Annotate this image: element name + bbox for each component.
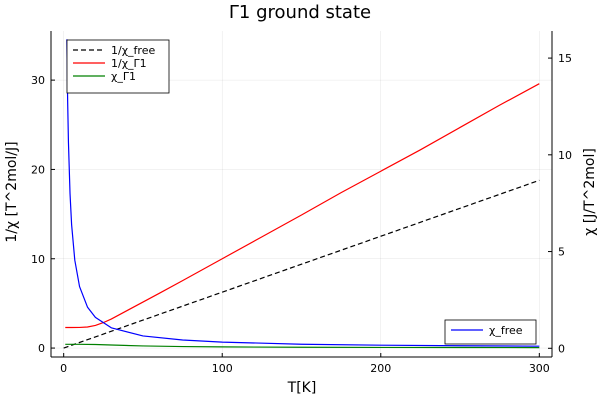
x-tick-label: 200 bbox=[370, 362, 391, 375]
y-left-tick-label: 10 bbox=[31, 253, 45, 266]
y-right-tick-label: 5 bbox=[558, 246, 565, 259]
y-right-tick-label: 10 bbox=[558, 149, 572, 162]
chart-title: Γ1 ground state bbox=[229, 2, 371, 23]
y-left-tick-label: 30 bbox=[31, 74, 45, 87]
y-axis-right-label: χ [J/T^2mol] bbox=[582, 148, 598, 236]
y-axis-left-label: 1/χ [T^2mol/J] bbox=[4, 141, 20, 242]
legend-left-entry-label: 1/χ_Γ1 bbox=[111, 57, 147, 70]
x-axis-label: T[K] bbox=[287, 380, 317, 396]
left-series-1 bbox=[65, 343, 540, 349]
legend-left-entry-label: 1/χ_free bbox=[111, 44, 155, 57]
x-tick-label: 0 bbox=[60, 362, 67, 375]
x-tick-label: 300 bbox=[529, 362, 550, 375]
legend-left-box bbox=[66, 39, 170, 94]
x-tick-label: 100 bbox=[212, 362, 233, 375]
legend-left-entry-label: χ_Γ1 bbox=[111, 70, 136, 83]
y-left-tick-label: 20 bbox=[31, 163, 45, 176]
y-right-tick-label: 0 bbox=[558, 342, 565, 355]
right-series-free bbox=[66, 39, 540, 347]
left-series-1-1 bbox=[65, 83, 540, 329]
legend-right-entry-label: χ_free bbox=[489, 324, 523, 337]
y-right-tick-label: 15 bbox=[558, 52, 572, 65]
left-series-1-free bbox=[63, 179, 540, 349]
y-left-tick-label: 0 bbox=[38, 342, 45, 355]
legend-right-box bbox=[444, 319, 537, 345]
